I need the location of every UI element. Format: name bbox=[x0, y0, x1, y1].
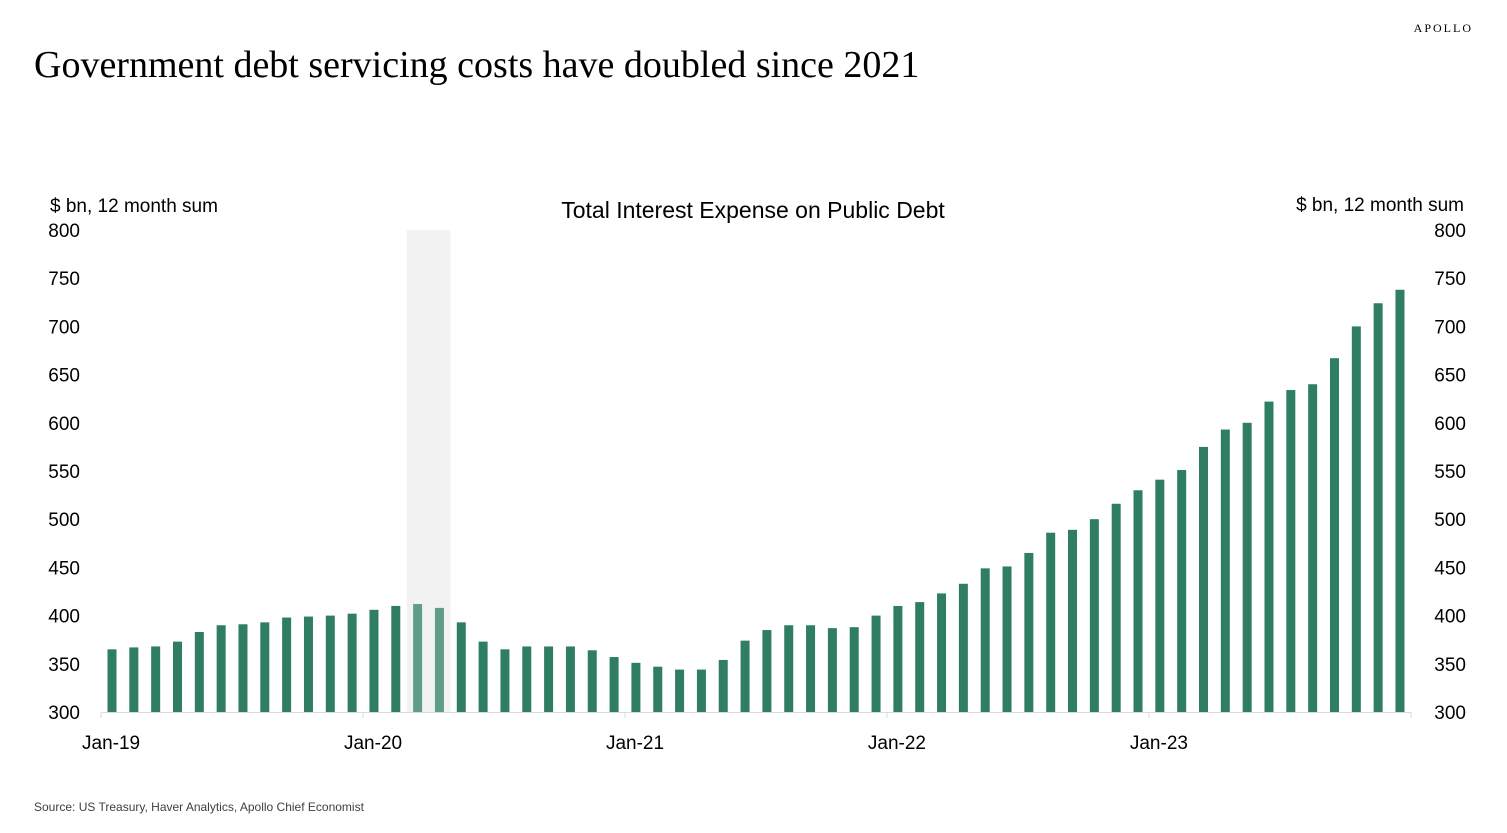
y-tick-label-left: 600 bbox=[48, 414, 80, 435]
y-tick-label-right: 600 bbox=[1434, 414, 1466, 435]
y-tick-label-right: 500 bbox=[1434, 510, 1466, 531]
bar-Jul-23 bbox=[1286, 390, 1296, 712]
y-axis-left-label: $ bn, 12 month sum bbox=[50, 196, 218, 217]
bar-May-23 bbox=[1242, 422, 1252, 712]
y-tick-label-left: 650 bbox=[48, 366, 80, 387]
bar-Dec-19 bbox=[347, 613, 357, 712]
y-tick-label-left: 500 bbox=[48, 510, 80, 531]
bar-Dec-21 bbox=[871, 615, 881, 712]
bar-Dec-20 bbox=[609, 657, 619, 712]
bar-May-20 bbox=[456, 622, 466, 712]
bar-Aug-19 bbox=[260, 622, 270, 712]
bar-Jan-20 bbox=[369, 609, 379, 712]
bar-Jul-20 bbox=[500, 649, 510, 712]
bar-Aug-21 bbox=[784, 625, 794, 712]
bar-Feb-23 bbox=[1177, 470, 1187, 712]
brand-logo: APOLLO bbox=[1413, 21, 1473, 35]
y-tick-label-left: 700 bbox=[48, 317, 80, 338]
y-tick-label-right: 550 bbox=[1434, 462, 1466, 483]
y-tick-label-right: 800 bbox=[1434, 221, 1466, 242]
y-tick-label-left: 450 bbox=[48, 558, 80, 579]
y-tick-label-right: 300 bbox=[1434, 703, 1466, 724]
bar-Jul-21 bbox=[762, 630, 772, 712]
bar-Feb-22 bbox=[915, 602, 925, 712]
y-tick-label-right: 450 bbox=[1434, 558, 1466, 579]
bar-Aug-22 bbox=[1046, 532, 1056, 712]
bar-Oct-19 bbox=[303, 616, 313, 712]
bar-Mar-20 bbox=[413, 604, 423, 712]
bar-Apr-22 bbox=[958, 583, 968, 712]
bar-Jan-21 bbox=[631, 662, 641, 712]
y-tick-label-right: 750 bbox=[1434, 269, 1466, 290]
bar-Sep-21 bbox=[806, 625, 816, 712]
bar-May-21 bbox=[718, 659, 728, 712]
x-tick-label: Jan-23 bbox=[1130, 733, 1188, 754]
y-tick-label-left: 800 bbox=[48, 221, 80, 242]
interest-expense-chart: Jan-19 Jan-20 Jan-21 Jan-22 Jan-23 300 350 400… bbox=[48, 195, 1466, 754]
bar-May-22 bbox=[980, 568, 990, 712]
bar-Feb-20 bbox=[391, 605, 401, 712]
bar-Aug-20 bbox=[522, 646, 532, 712]
y-tick-label-left: 350 bbox=[48, 655, 80, 676]
bar-Jan-22 bbox=[893, 605, 903, 712]
bar-Jun-23 bbox=[1264, 401, 1274, 712]
y-axis-right: 300 350 400 450 500 550 600 650 700 750 800 bbox=[1434, 221, 1466, 724]
bar-Oct-20 bbox=[565, 646, 575, 712]
bar-Aug-23 bbox=[1308, 384, 1318, 712]
bar-Nov-20 bbox=[587, 650, 597, 712]
bar-Oct-21 bbox=[827, 628, 837, 712]
bar-Apr-19 bbox=[172, 641, 182, 712]
bar-Jan-19 bbox=[107, 649, 117, 712]
bar-Jun-20 bbox=[478, 641, 488, 712]
bar-Mar-23 bbox=[1199, 446, 1208, 712]
y-tick-label-left: 750 bbox=[48, 269, 80, 290]
bar-Feb-21 bbox=[653, 666, 663, 712]
bar-Nov-23 bbox=[1373, 303, 1383, 712]
bar-Sep-23 bbox=[1329, 358, 1339, 712]
x-tick-label: Jan-22 bbox=[868, 733, 926, 754]
bar-Nov-19 bbox=[325, 615, 335, 712]
source-note: Source: US Treasury, Haver Analytics, Ap… bbox=[34, 800, 364, 814]
y-tick-label-left: 400 bbox=[48, 607, 80, 628]
x-tick-label: Jan-19 bbox=[82, 733, 140, 754]
bar-Dec-22 bbox=[1133, 490, 1143, 712]
bar-May-19 bbox=[194, 631, 204, 712]
bar-Jun-19 bbox=[216, 625, 226, 712]
y-tick-label-right: 350 bbox=[1434, 655, 1466, 676]
chart-title: Total Interest Expense on Public Debt bbox=[561, 197, 945, 223]
bar-Apr-21 bbox=[696, 669, 706, 712]
page-headline: Government debt servicing costs have dou… bbox=[34, 44, 920, 86]
bar-Jun-21 bbox=[740, 640, 750, 712]
y-axis-left: 300 350 400 450 500 550 600 650 700 750 800 bbox=[48, 221, 80, 724]
y-axis-right-label: $ bn, 12 month sum bbox=[1296, 195, 1464, 216]
x-axis-ticks: Jan-19 Jan-20 Jan-21 Jan-22 Jan-23 bbox=[82, 712, 1412, 754]
bar-series bbox=[107, 289, 1405, 712]
y-tick-label-left: 550 bbox=[48, 462, 80, 483]
bar-Oct-22 bbox=[1089, 519, 1099, 712]
bar-Jun-22 bbox=[1002, 566, 1012, 712]
bar-Oct-23 bbox=[1351, 326, 1361, 712]
x-tick-label: Jan-21 bbox=[606, 733, 664, 754]
bar-Feb-19 bbox=[129, 647, 139, 712]
bar-Sep-19 bbox=[282, 617, 292, 712]
bar-Mar-19 bbox=[151, 646, 161, 712]
bar-Apr-23 bbox=[1220, 429, 1230, 712]
bar-Apr-20 bbox=[434, 607, 444, 712]
bar-Sep-22 bbox=[1068, 529, 1078, 712]
bar-Sep-20 bbox=[544, 646, 554, 712]
y-tick-label-right: 400 bbox=[1434, 607, 1466, 628]
y-tick-label-right: 650 bbox=[1434, 366, 1466, 387]
y-tick-label-right: 700 bbox=[1434, 317, 1466, 338]
bar-Jan-23 bbox=[1155, 479, 1165, 712]
bar-Nov-22 bbox=[1111, 503, 1121, 712]
bar-Jul-19 bbox=[238, 624, 248, 712]
x-tick-label: Jan-20 bbox=[344, 733, 402, 754]
bar-Mar-21 bbox=[675, 669, 685, 712]
bar-Mar-22 bbox=[937, 593, 947, 712]
bar-Jul-22 bbox=[1024, 552, 1034, 712]
bar-Dec-23 bbox=[1395, 289, 1405, 712]
bar-Nov-21 bbox=[849, 627, 859, 712]
y-tick-label-left: 300 bbox=[48, 703, 80, 724]
